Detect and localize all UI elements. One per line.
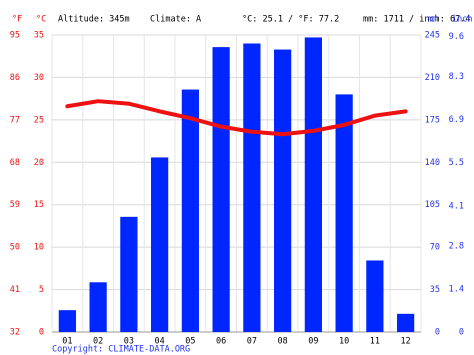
bar — [212, 47, 230, 333]
inch-tick-label: 5.5 — [449, 158, 464, 168]
header-text: mm — [428, 15, 438, 25]
inch-tick-label: 4.1 — [449, 201, 464, 211]
inch-tick-label: 6.9 — [449, 115, 464, 125]
y-tick-label: 15 — [34, 200, 44, 210]
y2-tick-label: 0 — [435, 328, 440, 338]
x-tick-label: 01 — [62, 337, 72, 347]
f-tick-label: 41 — [10, 285, 20, 295]
bar — [151, 157, 169, 332]
f-tick-label: 86 — [10, 73, 20, 83]
bar — [274, 49, 292, 333]
y-tick-label: 25 — [34, 115, 44, 125]
y2-tick-label: 105 — [425, 200, 440, 210]
bar — [120, 216, 138, 332]
y2-tick-label: 245 — [425, 31, 440, 41]
line — [65, 99, 408, 137]
x-tick-label: 10 — [339, 337, 349, 347]
bar — [243, 43, 261, 332]
copyright: Copyright: CLIMATE-DATA.ORG — [52, 345, 190, 355]
y-tick-label: 0 — [39, 328, 44, 338]
y2-tick-label: 210 — [425, 73, 440, 83]
bar — [89, 282, 107, 332]
inch-tick-label: 2.8 — [449, 241, 464, 251]
x-tick-label: 09 — [308, 337, 318, 347]
x-tick-label: 05 — [185, 337, 195, 347]
inch-tick-label: 1.4 — [449, 284, 464, 294]
x-tick-label: 06 — [216, 337, 226, 347]
x-tick-label: 08 — [278, 337, 288, 347]
header-text: inch — [452, 15, 472, 25]
bar — [397, 313, 415, 332]
x-tick-label: 02 — [93, 337, 103, 347]
f-tick-label: 77 — [10, 115, 20, 125]
y-tick-label: 5 — [39, 285, 44, 295]
x-tick-label: 07 — [247, 337, 257, 347]
bar — [304, 37, 322, 332]
header-text: °C — [36, 15, 46, 25]
y-tick-label: 20 — [34, 158, 44, 168]
y-tick-label: 10 — [34, 243, 44, 253]
bar — [58, 310, 76, 332]
x-tick-label: 12 — [401, 337, 411, 347]
header-text: °F — [12, 15, 22, 25]
header-text: mm: 1711 / inch: 67.4 — [363, 15, 470, 25]
header-text: Altitude: 345m — [58, 15, 130, 25]
y2-tick-label: 175 — [425, 115, 440, 125]
bar — [335, 94, 353, 333]
y-tick-label: 35 — [34, 31, 44, 41]
bar — [366, 260, 384, 332]
x-tick-label: 04 — [155, 337, 165, 347]
f-tick-label: 50 — [10, 243, 20, 253]
x-tick-label: 11 — [370, 337, 380, 347]
header-text: °C: 25.1 / °F: 77.2 — [242, 15, 339, 25]
inch-tick-label: 0 — [459, 328, 464, 338]
y-tick-label: 30 — [34, 73, 44, 83]
inch-tick-label: 9.6 — [449, 32, 464, 42]
y2-tick-label: 140 — [425, 158, 440, 168]
f-tick-label: 95 — [10, 31, 20, 41]
header-text: Climate: A — [150, 15, 201, 25]
f-tick-label: 68 — [10, 158, 20, 168]
inch-tick-label: 8.3 — [449, 72, 464, 82]
f-tick-label: 59 — [10, 200, 20, 210]
f-tick-label: 32 — [10, 328, 20, 338]
y2-tick-label: 70 — [430, 243, 440, 253]
bar — [181, 89, 199, 332]
y2-tick-label: 35 — [430, 285, 440, 295]
x-tick-label: 03 — [124, 337, 134, 347]
